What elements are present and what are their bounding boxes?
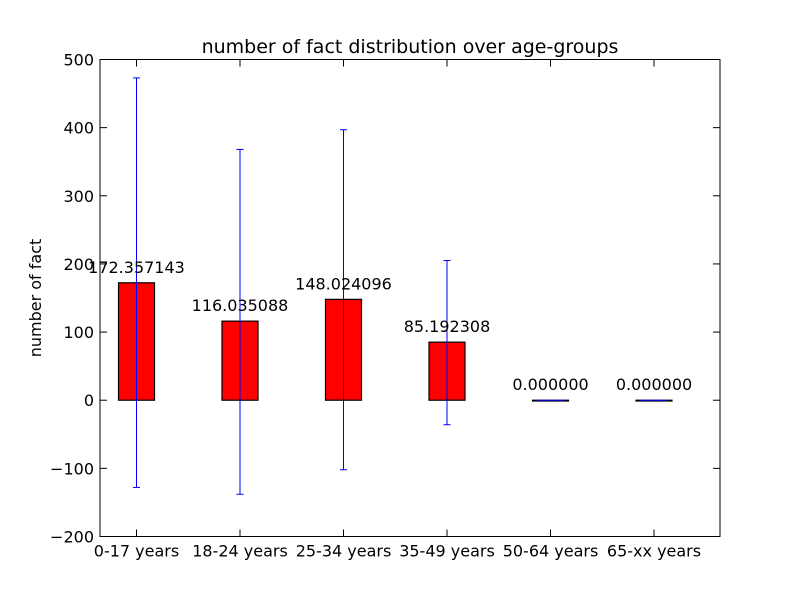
chart-title: number of fact distribution over age-gro…	[202, 36, 619, 58]
plot-frame	[99, 59, 721, 537]
y-tick-label: 500	[63, 51, 94, 70]
x-tick-label: 35-49 years	[399, 542, 495, 561]
bar-value-label: 148.024096	[295, 274, 392, 293]
y-tick-label: 300	[63, 187, 94, 206]
y-axis: −200 −100 0 100 200 300 400 500	[50, 51, 720, 547]
bar-value-label: 85.192308	[404, 317, 491, 336]
y-tick-label: 200	[63, 255, 94, 274]
x-tick-label: 25-34 years	[296, 542, 392, 561]
bar-value-labels: 172.357143 116.035088 148.024096 85.192308 0…	[88, 258, 692, 394]
y-tick-label: 400	[63, 119, 94, 138]
y-tick-label: 0	[84, 391, 94, 410]
x-tick-label: 50-64 years	[503, 542, 599, 561]
x-tick-label: 0-17 years	[94, 542, 179, 561]
y-tick-label: −100	[50, 459, 94, 478]
y-tick-label: 100	[63, 323, 94, 342]
x-tick-label: 18-24 years	[192, 542, 288, 561]
bar-value-label: 116.035088	[192, 296, 289, 315]
bar-value-label: 0.000000	[512, 375, 588, 394]
error-bars	[133, 77, 668, 495]
x-axis: 0-17 years 18-24 years 25-34 years 35-49 ye…	[94, 59, 701, 561]
bar-value-label: 0.000000	[616, 375, 692, 394]
y-tick-label: −200	[50, 528, 94, 547]
y-axis-label: number of fact	[26, 239, 45, 358]
bar-value-label: 172.357143	[88, 258, 185, 277]
x-tick-label: 65-xx years	[607, 542, 701, 561]
